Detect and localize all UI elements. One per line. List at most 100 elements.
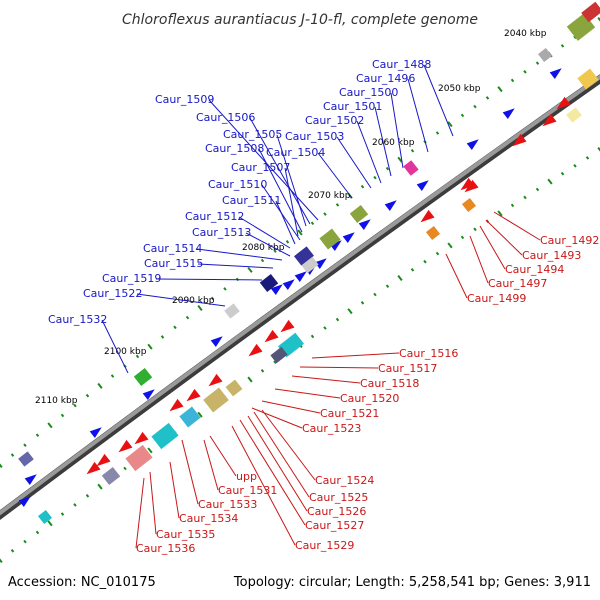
gene-label-forward[interactable]: Caur_1505 <box>223 128 282 141</box>
leader-line <box>317 152 353 199</box>
ring-tick-mark <box>47 422 53 429</box>
leader-line <box>135 477 145 549</box>
gene-label-reverse[interactable]: Caur_1492 <box>540 234 599 247</box>
leader-line <box>155 278 263 281</box>
gene-label-forward[interactable]: Caur_1513 <box>192 226 251 239</box>
ring-tick-mark <box>85 393 90 398</box>
leader-line <box>253 411 310 498</box>
leader-line <box>203 439 219 491</box>
ring-tick-mark <box>447 121 453 128</box>
gene-arrow <box>24 474 37 486</box>
gene-label-reverse[interactable]: Caur_1536 <box>136 542 195 555</box>
gene-label-reverse[interactable]: Caur_1497 <box>488 277 547 290</box>
gene-label-forward[interactable]: Caur_1514 <box>143 242 202 255</box>
gene-label-forward[interactable]: Caur_1507 <box>231 161 290 174</box>
ring-tick-mark <box>360 184 365 189</box>
gene-arrow <box>96 453 111 467</box>
ring-tick-mark <box>247 266 253 273</box>
leader-line <box>275 200 296 245</box>
ring-tick-mark <box>473 104 477 109</box>
leader-line <box>196 248 283 261</box>
ring-tick-mark <box>273 360 277 364</box>
leader-line <box>231 425 296 546</box>
gene-label-forward[interactable]: Caur_1509 <box>155 93 214 106</box>
gene-label-reverse[interactable]: Caur_1535 <box>156 528 215 541</box>
gene-label-forward[interactable]: Caur_1532 <box>48 313 107 326</box>
ring-tick-mark <box>347 308 353 315</box>
gene-label-reverse[interactable]: Caur_1516 <box>399 347 458 360</box>
scale-tick-label: 2100 kbp <box>104 347 147 357</box>
gene-arrow <box>464 179 479 193</box>
gene-label-reverse[interactable]: Caur_1521 <box>320 407 379 420</box>
leader-line <box>247 415 308 512</box>
gene-labels: Caur_1488Caur_1496Caur_1500Caur_1501Caur… <box>48 58 599 555</box>
gene-label-forward[interactable]: Caur_1503 <box>285 130 344 143</box>
gene-label-reverse[interactable]: upp <box>236 470 257 483</box>
gene-label-forward[interactable]: Caur_1512 <box>185 210 244 223</box>
gene-arrow <box>18 496 31 508</box>
gene-arrow <box>512 133 527 147</box>
gene-label-reverse[interactable]: Caur_1525 <box>309 491 368 504</box>
gene-label-reverse[interactable]: Caur_1524 <box>315 474 374 487</box>
gene-arrow <box>329 240 342 252</box>
gene-label-reverse[interactable]: Caur_1531 <box>218 484 277 497</box>
gene-label-forward[interactable]: Caur_1510 <box>208 178 267 191</box>
gene-label-forward[interactable]: Caur_1504 <box>266 146 325 159</box>
gene-label-reverse[interactable]: Caur_1523 <box>302 422 361 435</box>
gene-label-forward[interactable]: Caur_1496 <box>356 72 415 85</box>
ring-tick-mark <box>497 86 503 93</box>
ring-tick-mark <box>35 433 40 438</box>
gene-label-reverse[interactable]: Caur_1527 <box>305 519 364 532</box>
gene-arrow <box>342 232 355 244</box>
gene-label-forward[interactable]: Caur_1519 <box>102 272 161 285</box>
accession-text: Accession: NC_010175 <box>8 575 156 590</box>
ring-tick-mark <box>397 156 403 163</box>
gene-label-reverse[interactable]: Caur_1529 <box>295 539 354 552</box>
ring-tick-mark <box>373 175 377 180</box>
gene-arrow <box>420 209 435 223</box>
gene-features <box>18 1 600 525</box>
ring-tick-mark <box>97 483 103 490</box>
gene-block <box>403 160 419 176</box>
gene-label-forward[interactable]: Caur_1500 <box>339 86 398 99</box>
leader-line <box>423 64 454 137</box>
gene-label-forward[interactable]: Caur_1515 <box>144 257 203 270</box>
ring-tick-mark <box>410 268 415 272</box>
gene-label-reverse[interactable]: Caur_1493 <box>522 249 581 262</box>
gene-label-reverse[interactable]: Caur_1517 <box>378 362 437 375</box>
gene-label-reverse[interactable]: Caur_1533 <box>198 498 257 511</box>
ring-tick-mark <box>260 258 265 263</box>
leader-line <box>493 211 541 241</box>
gene-label-forward[interactable]: Caur_1501 <box>323 100 382 113</box>
ring-tick-mark <box>110 374 115 378</box>
gene-label-reverse[interactable]: Caur_1520 <box>340 392 399 405</box>
ring-tick-mark <box>335 317 340 322</box>
gene-label-forward[interactable]: Caur_1511 <box>222 194 281 207</box>
gene-label-forward[interactable]: Caur_1508 <box>205 142 264 155</box>
gene-label-reverse[interactable]: Caur_1526 <box>307 505 366 518</box>
gene-label-reverse[interactable]: Caur_1499 <box>467 292 526 305</box>
ring-tick-mark <box>573 163 577 168</box>
gene-label-reverse[interactable]: Caur_1518 <box>360 377 419 390</box>
leader-line <box>356 120 382 184</box>
gene-block <box>151 422 179 450</box>
ring-tick-mark <box>535 187 540 192</box>
gene-arrow <box>208 373 223 387</box>
ring-tick-mark <box>560 44 565 48</box>
ring-tick-mark <box>60 512 65 516</box>
gene-label-reverse[interactable]: Caur_1534 <box>179 512 238 525</box>
ring-tick-mark <box>47 520 53 527</box>
gene-label-forward[interactable]: Caur_1502 <box>305 114 364 127</box>
ring-tick-mark <box>323 212 327 216</box>
gene-label-forward[interactable]: Caur_1488 <box>372 58 431 71</box>
leader-line <box>284 167 299 237</box>
scale-tick-label: 2110 kbp <box>35 396 78 406</box>
gene-label-forward[interactable]: Caur_1506 <box>196 111 255 124</box>
ring-tick-mark <box>385 284 390 289</box>
gene-label-reverse[interactable]: Caur_1494 <box>505 263 564 276</box>
backbone-ring <box>0 74 600 516</box>
leader-line <box>445 253 468 299</box>
gene-label-forward[interactable]: Caur_1522 <box>83 287 142 300</box>
ring-tick-mark <box>535 61 540 65</box>
